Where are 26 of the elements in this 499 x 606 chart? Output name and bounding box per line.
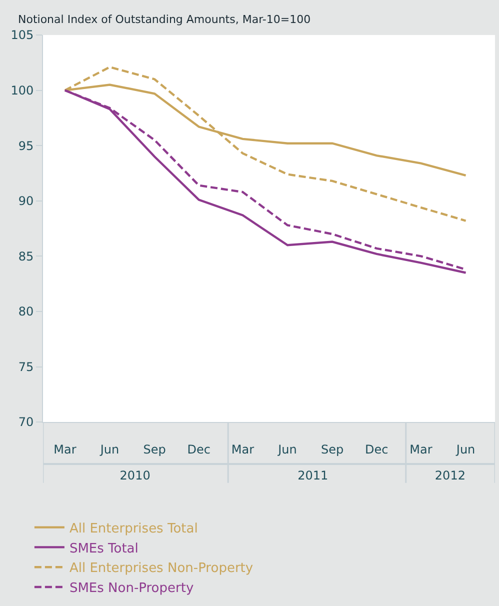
y-tick-label: 105 <box>10 28 34 42</box>
y-tick-label: 85 <box>18 249 34 264</box>
x-tick-label: Mar <box>231 442 254 456</box>
y-tick-label: 70 <box>18 415 34 430</box>
x2-tick-label: 2010 <box>120 468 150 482</box>
x-tick-label: Mar <box>410 442 432 456</box>
x-tick-label: Mar <box>54 442 76 456</box>
x-tick-label: Jun <box>277 442 297 456</box>
x-tick-label: Dec <box>365 442 388 456</box>
x2-tick-label: 2012 <box>434 468 466 482</box>
legend-label: SMEs Total <box>69 541 138 556</box>
x-tick-label: Sep <box>321 442 344 456</box>
legend-label: SMEs Non-Property <box>69 581 194 596</box>
y-tick-label: 100 <box>10 83 34 98</box>
x2-tick-label: 2011 <box>298 468 328 482</box>
legend-label: All Enterprises Total <box>69 521 198 536</box>
y-tick-label: 80 <box>18 304 34 319</box>
chart-title: Notional Index of Outstanding Amounts, Mar-10=100 <box>18 13 311 26</box>
x-tick-label: Jun <box>99 442 120 456</box>
y-tick-label: 95 <box>18 138 34 153</box>
y-tick-label: 90 <box>18 194 34 208</box>
x-tick-label: Sep <box>143 442 166 456</box>
y-tick-label: 75 <box>18 360 34 374</box>
x-tick-label: Dec <box>187 442 210 456</box>
legend-label: All Enterprises Non-Property <box>69 561 254 576</box>
x-tick-label: Jun <box>455 442 476 456</box>
